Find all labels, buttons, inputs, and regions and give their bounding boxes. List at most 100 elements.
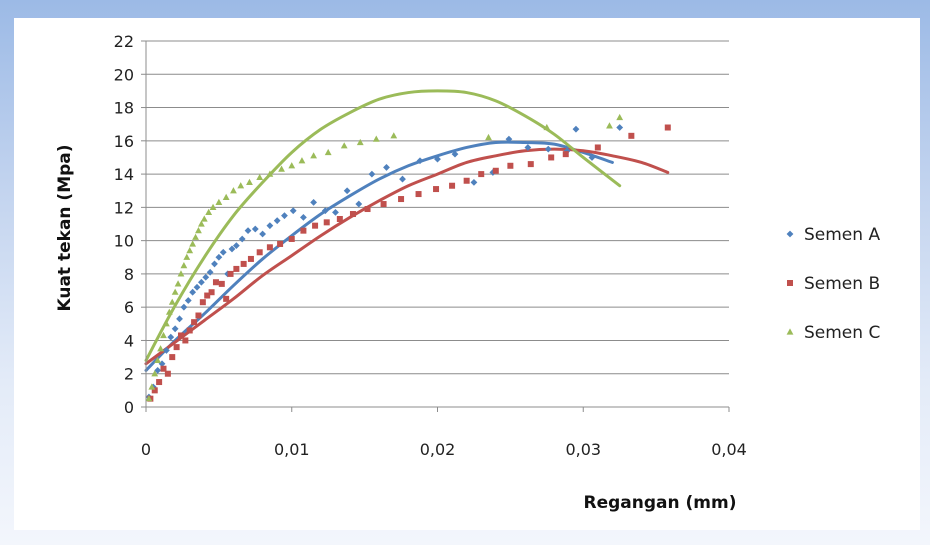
data-point bbox=[186, 327, 193, 334]
data-point bbox=[300, 213, 307, 221]
data-point bbox=[251, 225, 259, 233]
data-point bbox=[524, 144, 532, 151]
y-tick-label: 22 bbox=[114, 32, 134, 51]
data-point bbox=[167, 333, 175, 341]
data-point bbox=[247, 255, 254, 262]
y-tick-label: 18 bbox=[114, 99, 134, 118]
data-point bbox=[505, 135, 513, 143]
data-point bbox=[256, 249, 263, 256]
data-point bbox=[228, 245, 236, 253]
data-point bbox=[340, 142, 348, 149]
x-tick-label: 0,04 bbox=[711, 440, 747, 459]
data-point bbox=[230, 187, 237, 194]
data-point bbox=[277, 240, 284, 247]
y-tick-label: 0 bbox=[124, 398, 134, 417]
data-point bbox=[222, 193, 230, 200]
x-tick-label: 0,03 bbox=[565, 440, 601, 459]
data-point bbox=[227, 270, 234, 277]
legend-marker bbox=[786, 328, 794, 335]
data-point bbox=[177, 332, 184, 339]
data-point bbox=[195, 312, 202, 319]
y-tick-label: 6 bbox=[124, 298, 134, 317]
data-point bbox=[202, 273, 210, 281]
data-point bbox=[208, 289, 215, 296]
data-point bbox=[368, 170, 376, 178]
data-point bbox=[298, 157, 306, 164]
data-point bbox=[572, 125, 580, 133]
x-tick-label: 0 bbox=[141, 440, 151, 459]
data-point bbox=[266, 170, 274, 177]
data-point bbox=[157, 345, 164, 352]
data-point bbox=[200, 215, 208, 222]
legend-item: Semen C bbox=[786, 323, 880, 343]
data-point bbox=[383, 164, 390, 171]
legend-marker bbox=[787, 280, 793, 286]
data-point bbox=[562, 151, 569, 158]
data-point bbox=[182, 337, 189, 344]
data-point bbox=[380, 201, 387, 208]
data-point bbox=[288, 162, 296, 169]
data-point bbox=[151, 387, 158, 394]
data-point bbox=[244, 227, 252, 235]
data-point bbox=[266, 244, 273, 251]
data-point bbox=[616, 113, 624, 121]
data-point bbox=[527, 161, 534, 168]
data-point bbox=[543, 123, 551, 131]
data-point bbox=[219, 248, 227, 256]
y-tick-label: 14 bbox=[114, 165, 134, 184]
data-point bbox=[289, 207, 297, 215]
data-point bbox=[507, 162, 514, 169]
data-point bbox=[232, 242, 240, 250]
data-point bbox=[145, 395, 153, 402]
data-point bbox=[209, 203, 217, 210]
data-point bbox=[616, 124, 624, 131]
data-point bbox=[364, 206, 371, 213]
data-point bbox=[240, 260, 247, 267]
data-point bbox=[160, 365, 167, 372]
data-point bbox=[492, 167, 499, 174]
trendline-semen-c bbox=[144, 89, 622, 362]
x-axis-title: Regangan (mm) bbox=[584, 493, 737, 513]
data-point bbox=[215, 198, 223, 205]
data-point bbox=[180, 303, 188, 311]
legend-item: Semen B bbox=[787, 274, 880, 294]
gridlines bbox=[146, 40, 729, 375]
data-point bbox=[548, 154, 555, 161]
data-point bbox=[211, 260, 218, 268]
data-point bbox=[151, 370, 159, 377]
data-point bbox=[349, 211, 356, 218]
data-point bbox=[192, 233, 199, 240]
data-point bbox=[148, 383, 156, 390]
data-point bbox=[171, 288, 179, 295]
data-point bbox=[205, 208, 213, 215]
data-point bbox=[256, 173, 264, 181]
data-point bbox=[449, 182, 456, 189]
data-point bbox=[233, 265, 240, 272]
x-tick-label: 0,02 bbox=[420, 440, 456, 459]
data-point bbox=[323, 219, 330, 226]
data-point bbox=[199, 299, 206, 306]
y-tick-label: 10 bbox=[114, 232, 134, 251]
data-point bbox=[332, 208, 339, 216]
data-point bbox=[215, 253, 223, 261]
x-tick-labels: 0 0,01 0,02 0,03 0,04 bbox=[141, 440, 747, 459]
data-point bbox=[485, 133, 492, 141]
data-point bbox=[259, 230, 266, 238]
data-point bbox=[372, 135, 380, 142]
data-point bbox=[218, 280, 225, 287]
data-point bbox=[154, 367, 162, 374]
series-semen-c bbox=[145, 113, 624, 402]
data-point bbox=[266, 222, 274, 230]
data-point bbox=[223, 295, 230, 302]
data-point bbox=[186, 247, 194, 254]
data-point bbox=[415, 191, 422, 198]
data-point bbox=[470, 179, 478, 186]
data-point bbox=[416, 157, 424, 165]
data-point bbox=[356, 138, 364, 146]
trendline-semen-a bbox=[144, 140, 614, 372]
legend-label: Semen C bbox=[804, 323, 880, 343]
data-point bbox=[176, 315, 183, 323]
data-point bbox=[288, 235, 295, 242]
